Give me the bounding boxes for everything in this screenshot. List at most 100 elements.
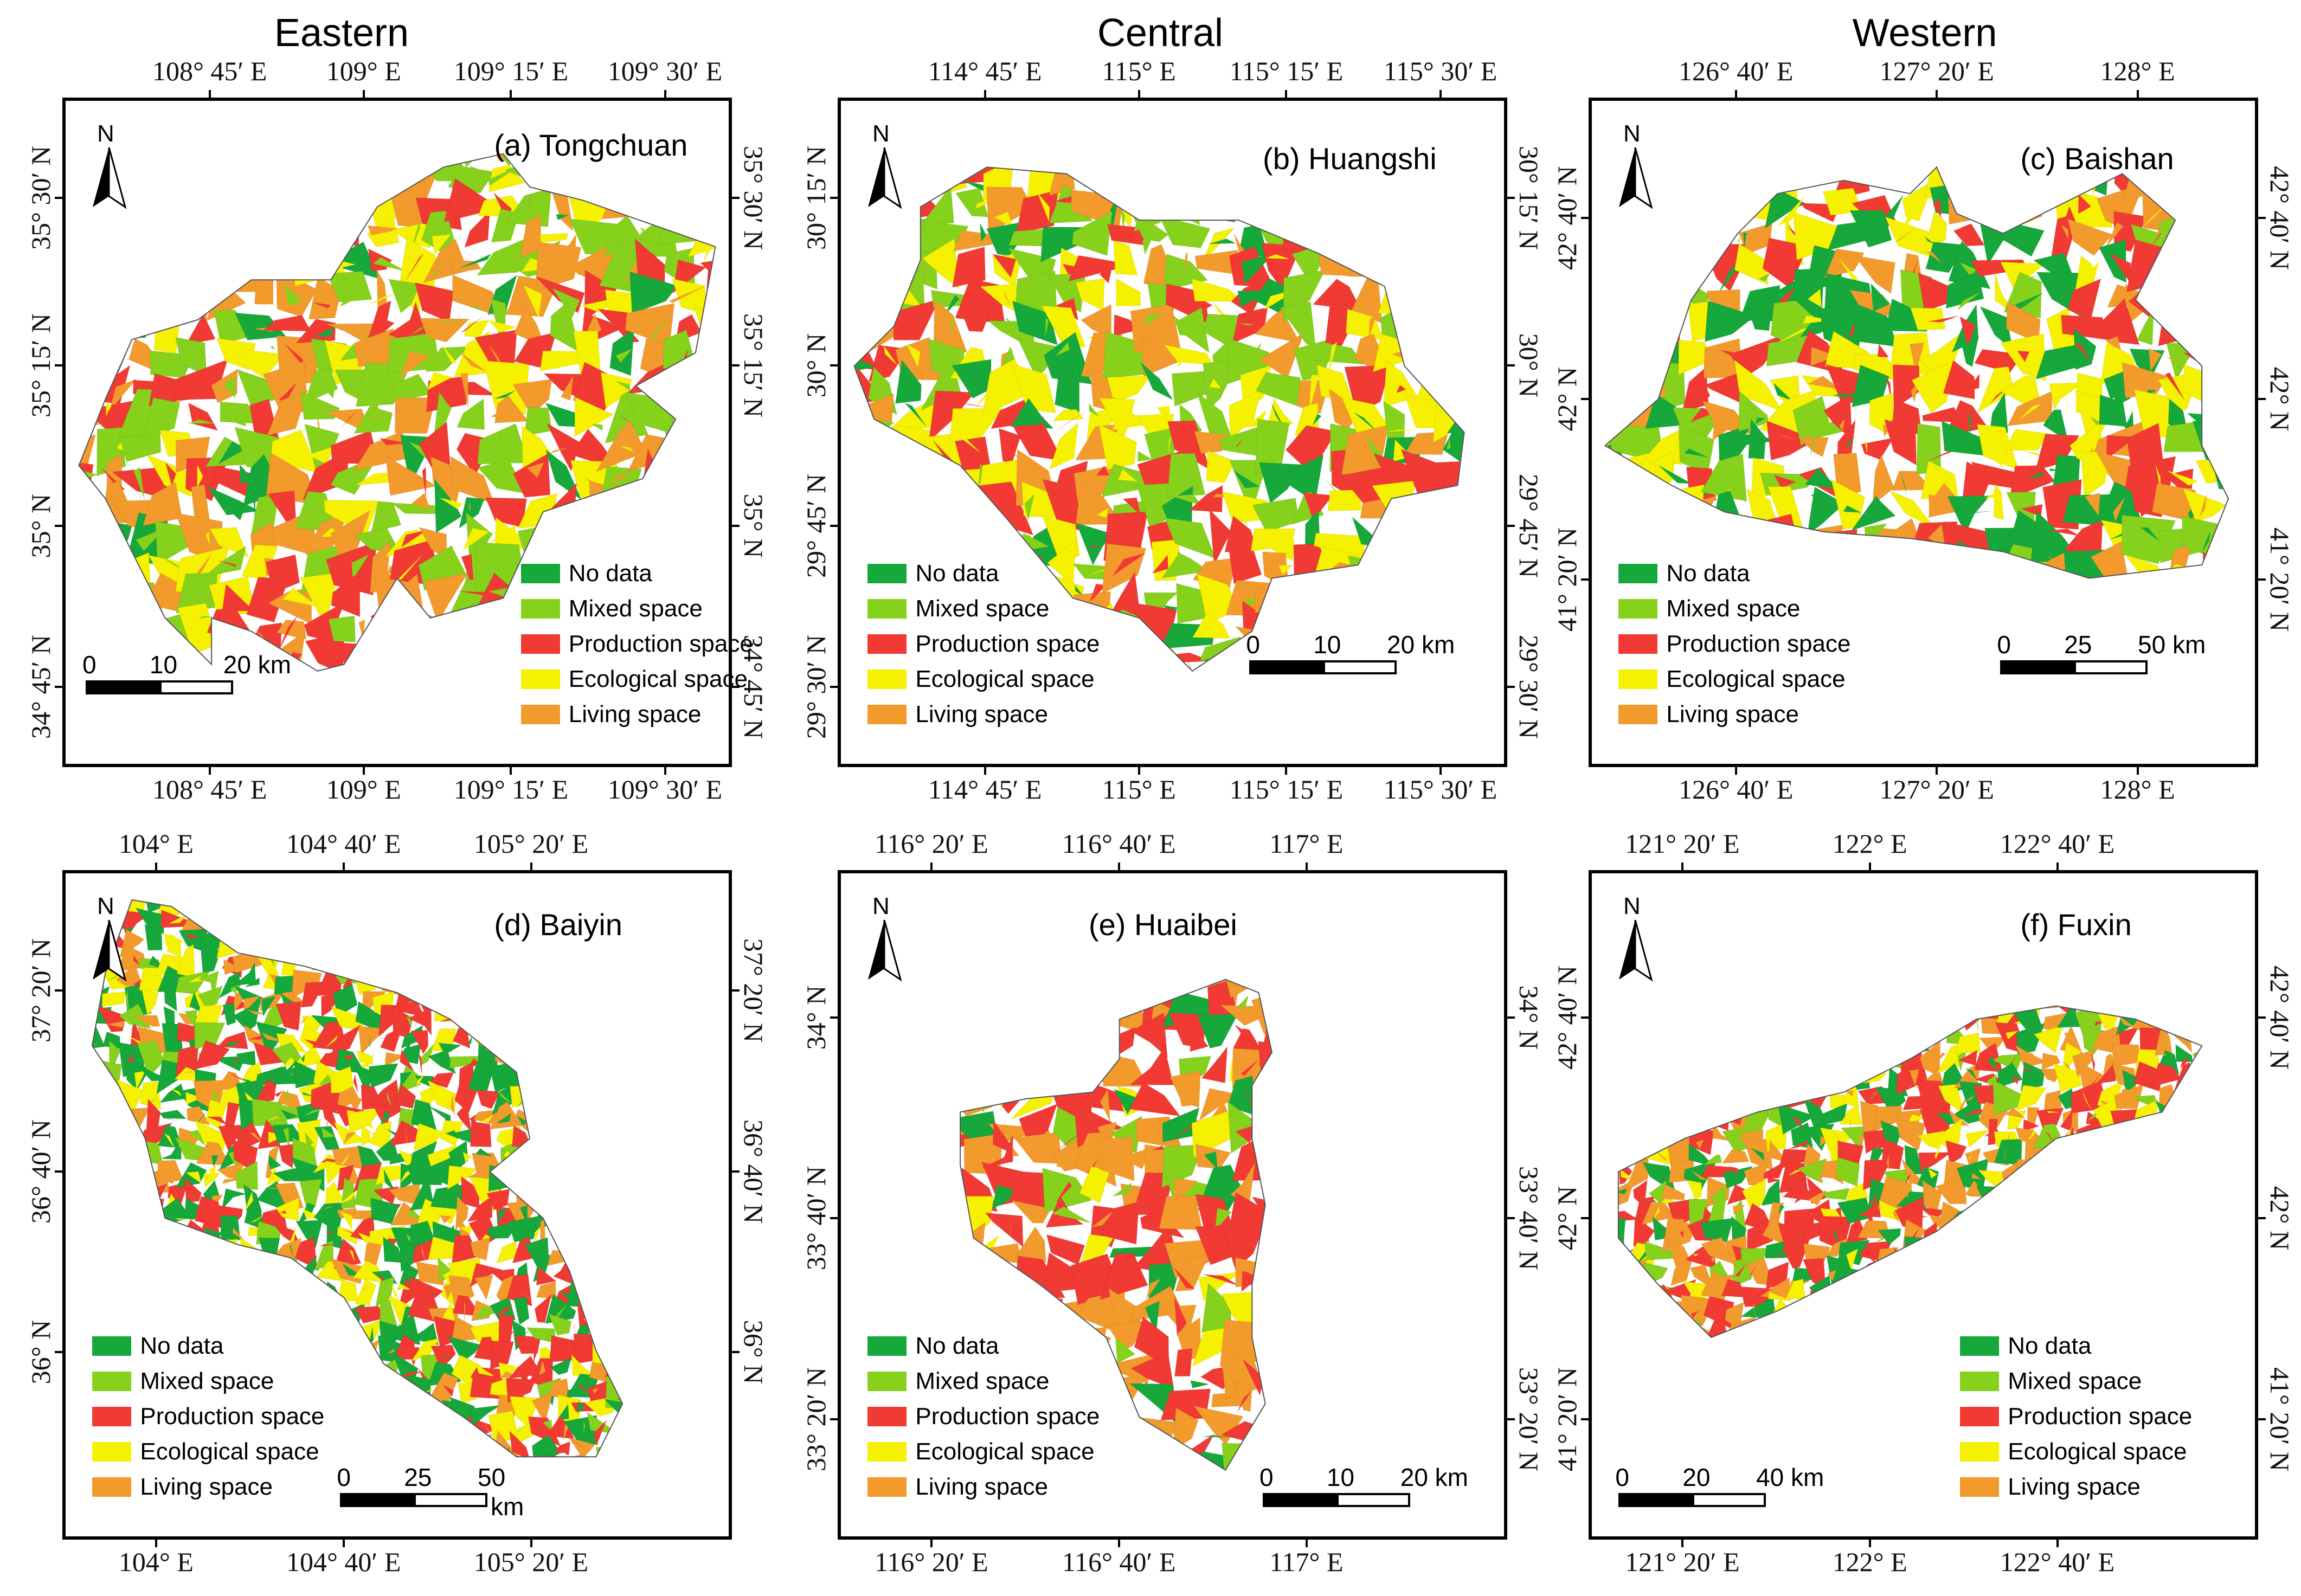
longitude-label: 114° 45′ E — [928, 774, 1042, 805]
land-patch — [282, 1057, 297, 1068]
graticule-tick — [732, 364, 740, 366]
land-patch — [619, 446, 634, 452]
land-patch — [471, 1405, 502, 1427]
land-patch — [188, 419, 215, 424]
land-patch — [671, 374, 686, 397]
region-boundary — [91, 899, 624, 1458]
longitude-label: 104° E — [118, 1547, 194, 1577]
land-patch — [994, 501, 1018, 509]
land-patch — [227, 1040, 241, 1047]
land-patch — [1791, 542, 1804, 547]
latitude-label: 33° 40′ N — [801, 1166, 831, 1271]
panel-title: (f) Fuxin — [2020, 907, 2132, 942]
land-patch — [1653, 1206, 1660, 1220]
land-patch — [1857, 1199, 1881, 1218]
graticule-tick — [1439, 90, 1442, 98]
legend-item: Production space — [867, 1399, 1100, 1434]
land-patch — [341, 197, 347, 220]
legend-item: Production space — [1618, 627, 1850, 662]
land-patch — [2023, 1119, 2040, 1131]
graticule-tick — [362, 767, 365, 775]
graticule-tick — [1137, 767, 1140, 775]
land-patch — [1696, 1140, 1704, 1149]
land-patch — [205, 1066, 216, 1069]
land-patch — [998, 448, 1023, 459]
land-patch — [198, 616, 215, 619]
land-patch — [2041, 1052, 2061, 1071]
land-patch — [300, 981, 326, 1008]
longitude-label: 109° 30′ E — [607, 56, 723, 86]
land-patch — [380, 438, 409, 446]
land-patch — [903, 224, 909, 248]
legend-swatch — [867, 1442, 907, 1462]
land-patch — [438, 1355, 452, 1360]
land-patch — [1121, 207, 1125, 232]
longitude-label: 115° E — [1102, 56, 1176, 86]
legend-swatch — [867, 1477, 907, 1497]
land-patch — [1096, 466, 1110, 475]
land-patch — [274, 1091, 283, 1097]
land-patch — [577, 1401, 586, 1413]
land-patch — [408, 1091, 415, 1111]
land-patch — [561, 1344, 576, 1356]
land-patch — [349, 1250, 355, 1262]
land-patch — [1658, 465, 1692, 484]
land-patch — [119, 1003, 152, 1029]
land-patch — [1810, 433, 1815, 456]
land-patch — [1013, 1295, 1063, 1334]
scale-label: 25 — [404, 1463, 432, 1491]
land-patch — [2155, 464, 2161, 490]
land-patch — [1011, 1200, 1052, 1224]
land-patch — [681, 446, 710, 456]
latitude-label: 42° N — [1552, 366, 1582, 432]
land-patch — [552, 288, 580, 318]
land-patch — [960, 1170, 961, 1217]
land-patch — [1272, 1168, 1301, 1207]
land-patch — [1878, 344, 1889, 358]
land-patch — [1251, 989, 1272, 1035]
legend-swatch — [520, 705, 560, 725]
land-patch — [1684, 448, 1709, 458]
legend-label: Production space — [140, 1403, 325, 1430]
land-patch — [285, 1089, 290, 1103]
latitude-label: 35° N — [738, 494, 769, 558]
legend-item: Living space — [867, 1470, 1100, 1505]
land-patch — [2195, 342, 2216, 359]
legend-swatch — [867, 1407, 907, 1427]
land-patch — [287, 1271, 305, 1285]
land-patch — [1076, 522, 1113, 566]
land-patch — [2094, 1021, 2104, 1026]
land-patch — [1235, 1124, 1256, 1143]
land-patch — [1243, 1084, 1257, 1120]
land-patch — [1691, 374, 1711, 414]
land-patch — [1052, 1206, 1091, 1224]
land-patch — [284, 284, 303, 305]
land-patch — [1747, 308, 1771, 331]
latitude-label: 42° 40′ N — [1552, 965, 1582, 1070]
land-patch — [2017, 351, 2029, 362]
land-patch — [1223, 979, 1268, 999]
land-patch — [1646, 1122, 1676, 1143]
land-patch — [207, 1116, 227, 1125]
land-patch — [2119, 1035, 2132, 1045]
land-patch — [2140, 1109, 2154, 1113]
land-patch — [1948, 194, 1985, 225]
land-patch — [458, 497, 485, 530]
land-patch — [1368, 313, 1377, 339]
latitude-label: 36° N — [25, 1320, 56, 1385]
land-patch — [1098, 423, 1137, 470]
latitude-label: 37° 20′ N — [738, 938, 769, 1043]
legend-swatch — [1960, 1477, 2000, 1497]
land-patch — [464, 210, 491, 248]
land-patch — [513, 1297, 530, 1325]
heading-eastern: Eastern — [274, 11, 409, 55]
land-patch — [329, 1024, 362, 1056]
land-patch — [1169, 1071, 1201, 1108]
land-patch — [1212, 200, 1225, 221]
land-patch — [135, 908, 165, 934]
scale-label: 10 — [1326, 1463, 1355, 1491]
land-patch — [1173, 1266, 1195, 1289]
latitude-label: 41° 20′ N — [1552, 527, 1582, 632]
map-legend: No data Mixed space Production space Ecolog… — [867, 1329, 1100, 1505]
legend-label: Living space — [915, 701, 1048, 728]
